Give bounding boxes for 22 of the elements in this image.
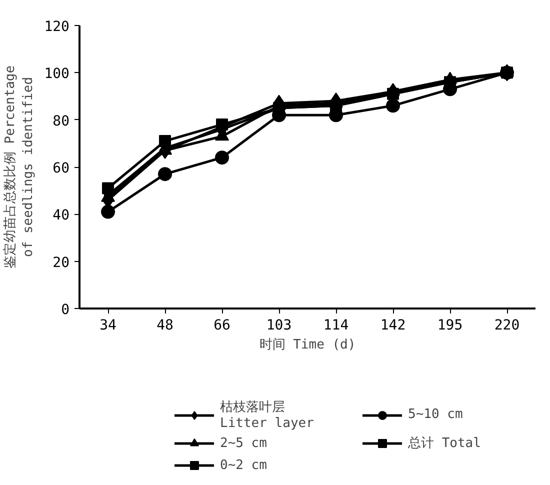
x-tick-label: 103 <box>266 318 292 334</box>
y-tick-label: 100 <box>44 66 70 82</box>
x-tick-label: 114 <box>323 318 349 334</box>
y-tick-label: 60 <box>52 160 70 176</box>
x-tick-label: 220 <box>494 318 520 334</box>
y-tick-label: 20 <box>52 254 70 271</box>
x-tick-label: 66 <box>214 318 230 334</box>
x-tick-label: 195 <box>437 318 463 334</box>
y-tick-label: 0 <box>61 302 70 318</box>
y-axis-title: 鉴定幼苗占总数比例 Percentage of seedlings identified <box>3 65 36 269</box>
x-tick-label: 48 <box>156 318 174 334</box>
y-tick-label: 40 <box>52 208 70 224</box>
y-tick-label: 80 <box>52 113 70 130</box>
legend-label: 总计 Total <box>408 435 482 452</box>
y-tick-label: 120 <box>44 19 70 35</box>
x-tick-label: 142 <box>380 318 406 334</box>
legend-label: 枯枝落叶层 Litter layer <box>220 399 315 431</box>
legend-label: 5~10 cm <box>408 406 464 422</box>
legend-label: 0~2 cm <box>220 457 268 473</box>
x-axis-title: 时间 Time (d) <box>259 338 356 352</box>
x-tick-label: 34 <box>100 318 116 334</box>
legend-label: 2~5 cm <box>220 435 268 451</box>
